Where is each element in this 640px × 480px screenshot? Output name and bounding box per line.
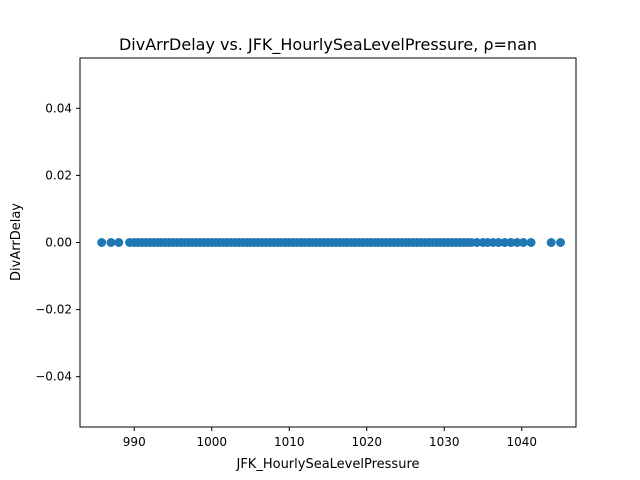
y-tick-label-2: 0.00	[45, 236, 72, 250]
data-point-0-103	[556, 238, 565, 247]
data-point-0-98	[506, 238, 516, 247]
data-point-0-99	[512, 238, 522, 247]
y-axis: −0.04 −0.02 0.00 0.02 0.04	[35, 101, 80, 384]
y-tick-label-4: 0.04	[45, 101, 72, 115]
x-tick-label-3: 1020	[351, 435, 382, 449]
data-point-0-97	[500, 238, 510, 247]
x-tick-label-1: 1000	[196, 435, 227, 449]
x-tick-label-0: 990	[123, 435, 146, 449]
x-tick-label-5: 1040	[506, 435, 537, 449]
data-point-0-96	[494, 238, 503, 247]
data-point-0-102	[546, 238, 556, 247]
x-axis-label: JFK_HourlySeaLevelPressure	[236, 457, 420, 472]
chart-title: DivArrDelay vs. JFK_HourlySeaLevelPressu…	[119, 35, 537, 55]
x-axis: 990 1000 1010 1020 1030 1040	[123, 427, 537, 449]
x-tick-label-2: 1010	[274, 435, 305, 449]
data-point-0-101	[526, 238, 536, 247]
y-axis-label: DivArrDelay	[9, 203, 24, 281]
y-tick-label-3: 0.02	[45, 168, 72, 182]
data-points	[97, 238, 565, 247]
data-point-0-87	[106, 238, 116, 247]
y-tick-label-1: −0.02	[35, 303, 72, 317]
data-point-0-88	[114, 238, 124, 247]
data-point-0-86	[97, 238, 107, 247]
plot-frame	[79, 57, 577, 428]
y-tick-label-0: −0.04	[35, 370, 72, 384]
x-tick-label-4: 1030	[429, 435, 460, 449]
data-point-0-90	[129, 238, 139, 247]
data-point-0-100	[518, 238, 528, 247]
data-point-0-92	[472, 238, 482, 247]
